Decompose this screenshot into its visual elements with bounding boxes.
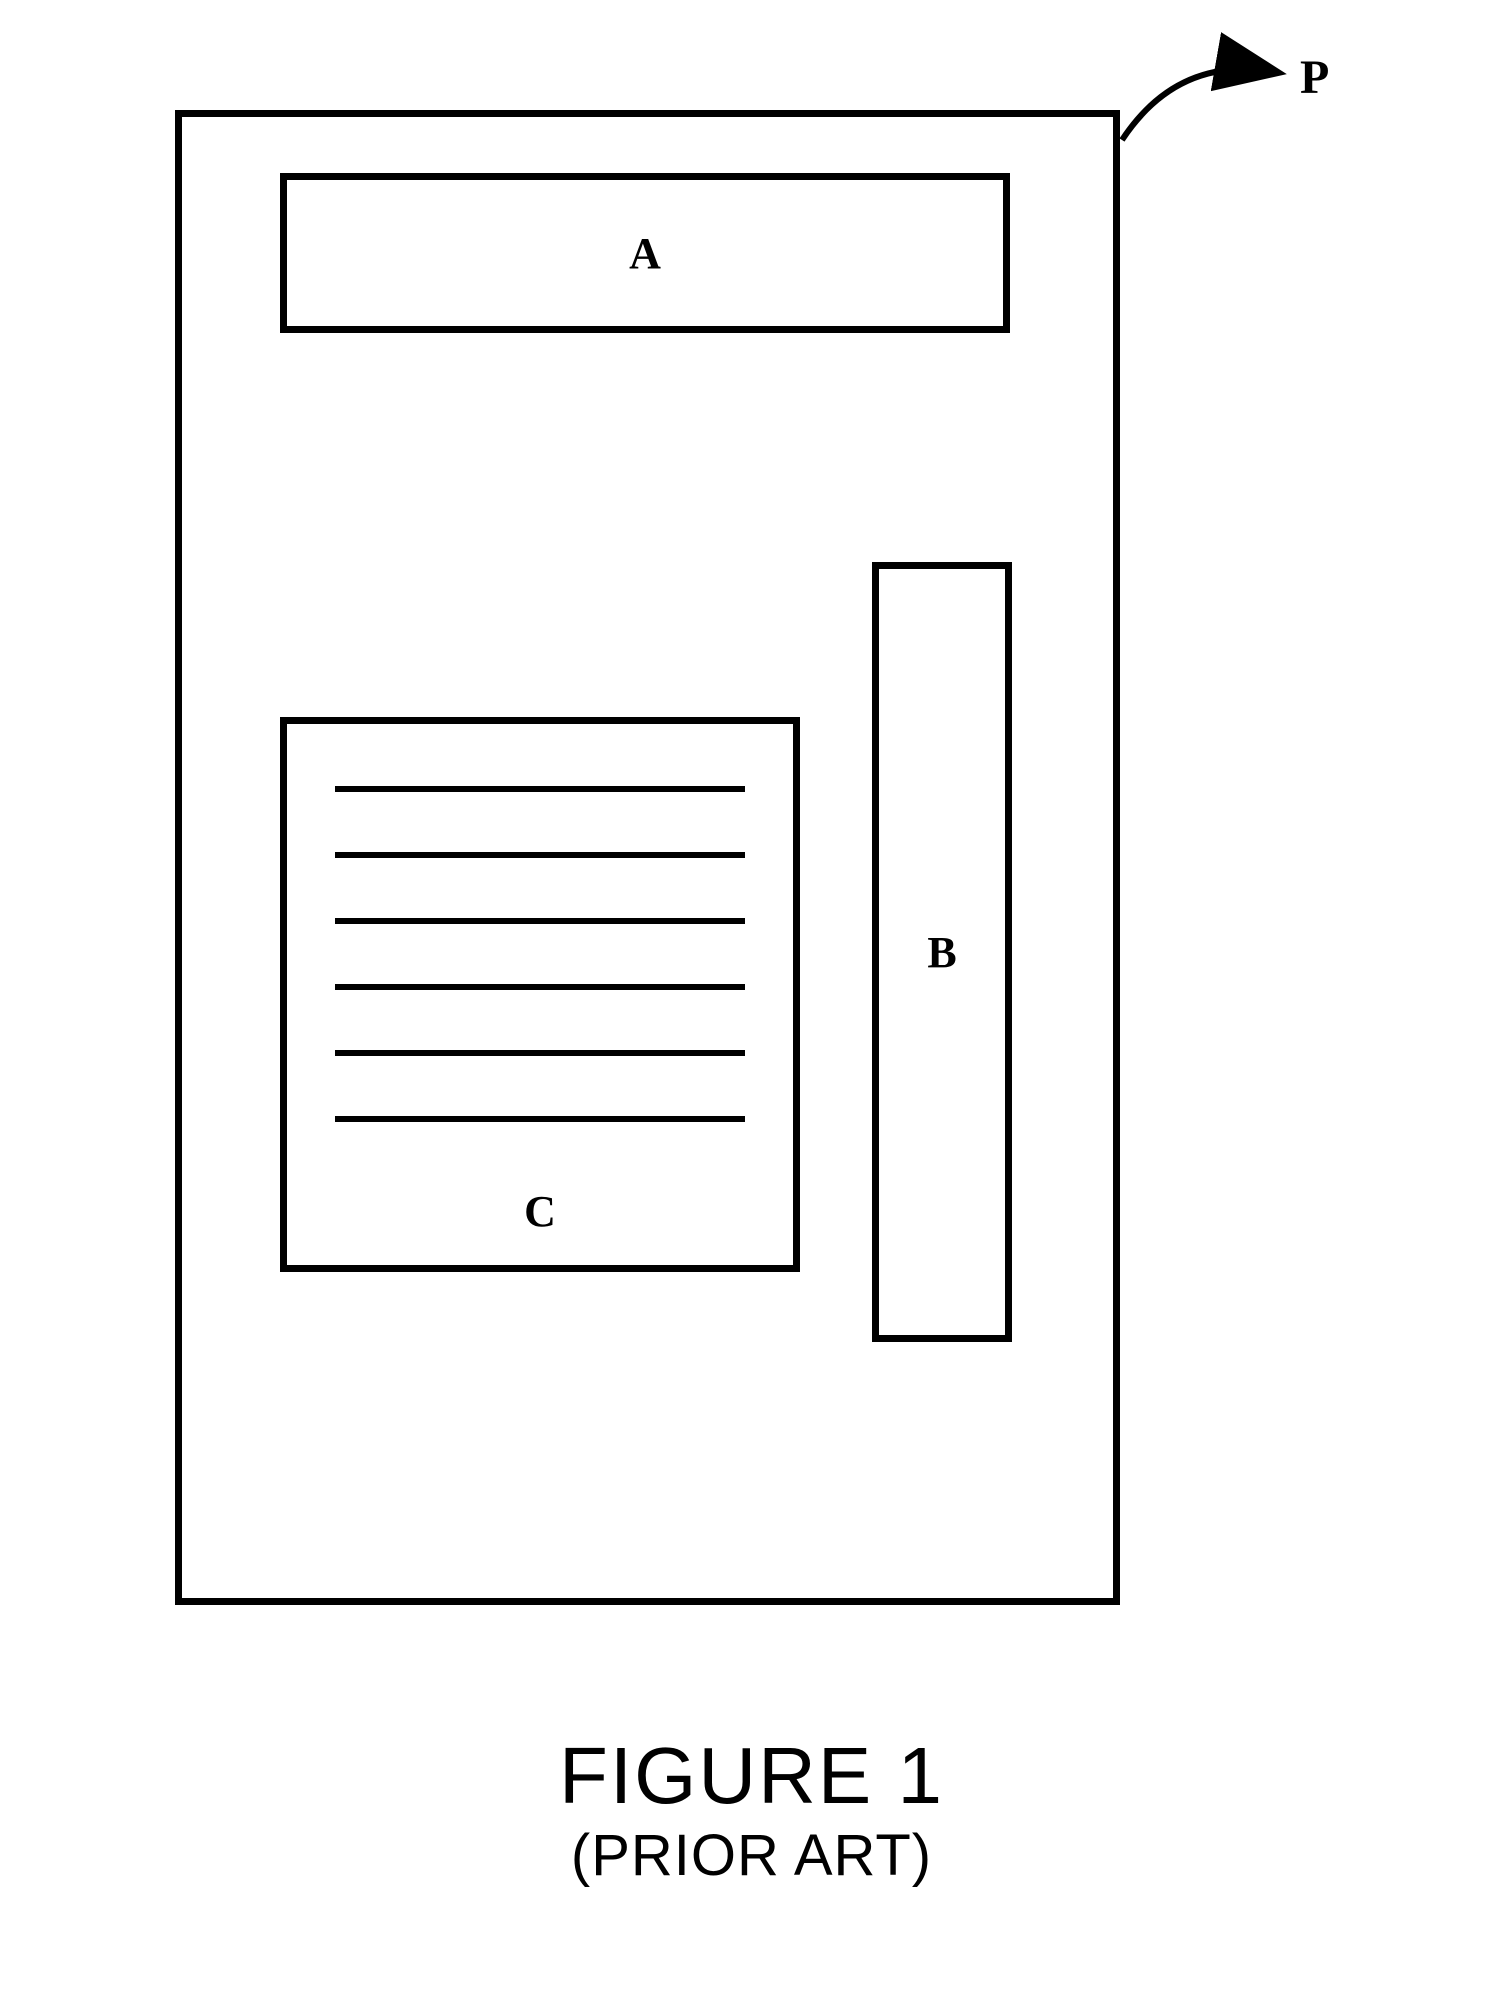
figure-caption: FIGURE 1 (PRIOR ART)	[559, 1730, 944, 1889]
text-line	[335, 918, 745, 924]
box-c-label: C	[524, 1186, 556, 1237]
text-line	[335, 1116, 745, 1122]
caption-title: FIGURE 1	[559, 1730, 944, 1822]
pointer-label: P	[1300, 50, 1329, 105]
box-c: C	[280, 717, 800, 1272]
caption-subtitle: (PRIOR ART)	[559, 1822, 944, 1889]
text-line	[335, 852, 745, 858]
diagram-container: A B C	[175, 110, 1120, 1605]
box-b-label: B	[927, 927, 956, 978]
box-a: A	[280, 173, 1010, 333]
text-line	[335, 1050, 745, 1056]
box-b: B	[872, 562, 1012, 1342]
text-line	[335, 984, 745, 990]
text-line	[335, 786, 745, 792]
box-a-label: A	[629, 228, 661, 279]
